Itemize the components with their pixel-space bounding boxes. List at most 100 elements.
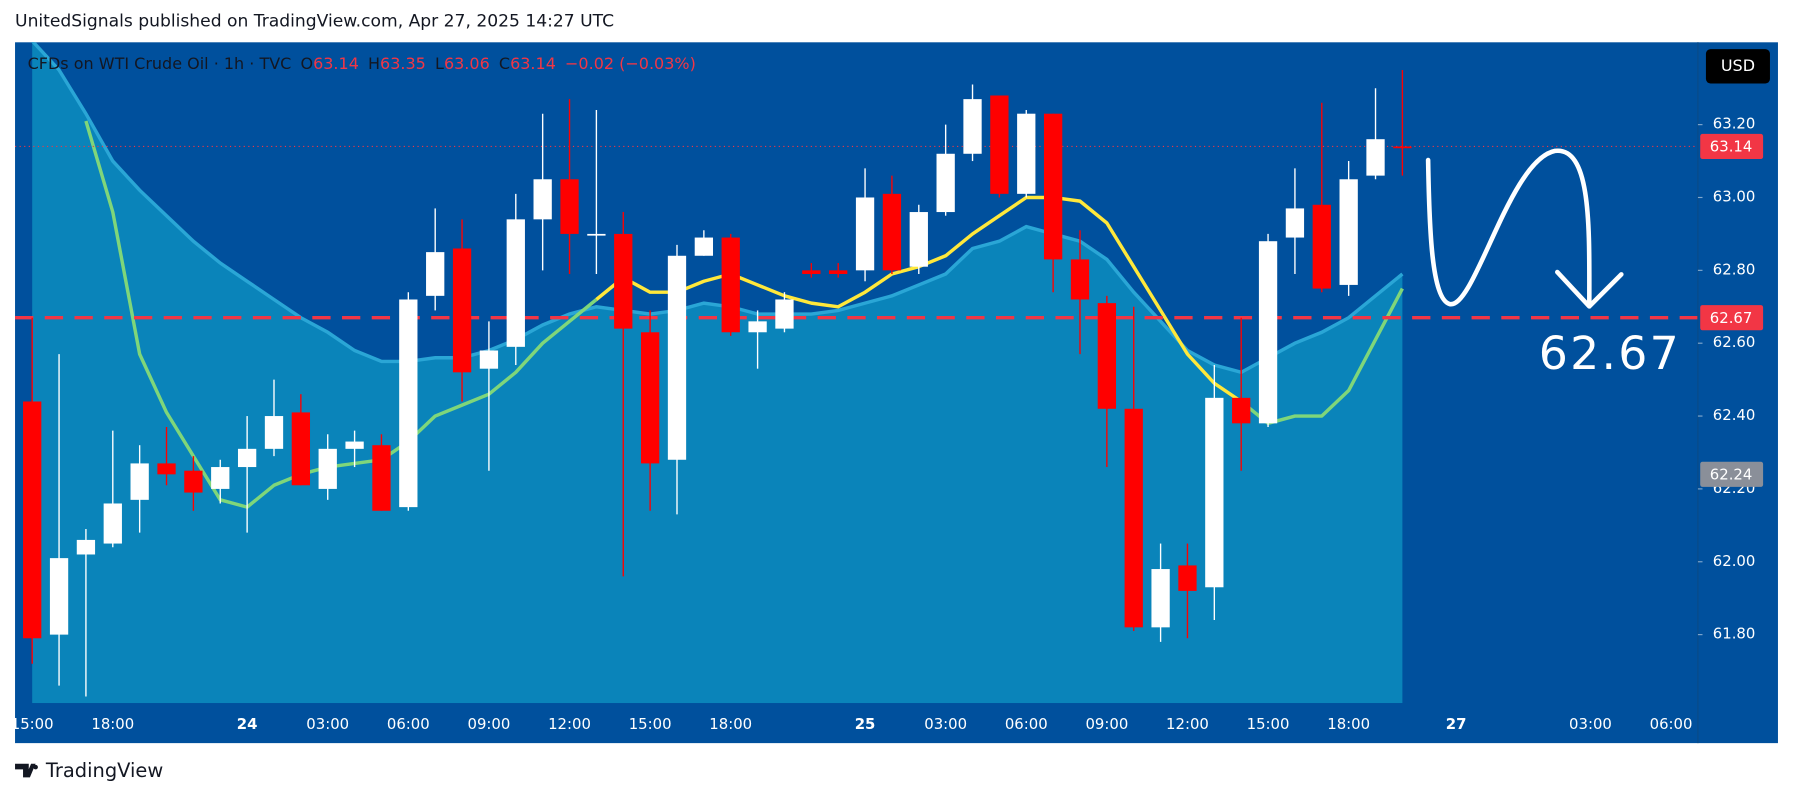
target-annotation: 62.67 (1539, 327, 1681, 380)
brand: TradingView (45, 759, 163, 782)
candle-body (479, 350, 499, 369)
candle-body (1070, 259, 1090, 300)
y-tick-label: 63.00 (1713, 187, 1756, 205)
x-tick-label: 18:00 (709, 715, 752, 733)
legend-item: L (435, 54, 444, 73)
x-tick-label: 03:00 (306, 715, 349, 733)
x-tick-label: 15:00 (629, 715, 672, 733)
x-tick-label: 06:00 (1005, 715, 1048, 733)
publish-header: UnitedSignals published on TradingView.c… (15, 12, 614, 32)
x-tick-label: 06:00 (387, 715, 430, 733)
candle-body (560, 179, 579, 234)
candle-body (1312, 204, 1331, 289)
candle-body (157, 463, 176, 475)
candle-body (775, 299, 794, 329)
candle-body (640, 332, 660, 464)
candle-body (909, 212, 928, 267)
legend-item: −0.02 (−0.03%) (565, 54, 696, 73)
x-tick-label: 03:00 (924, 715, 967, 733)
candle-body (237, 448, 257, 468)
candle-body (23, 401, 42, 639)
candle-body (1151, 569, 1170, 628)
candle-body (291, 412, 311, 486)
price-label: 62.67 (1710, 309, 1753, 327)
candle-body (802, 270, 821, 274)
price-label-box (1700, 305, 1764, 331)
candle-body (372, 445, 391, 511)
y-tick-label: 62.00 (1713, 552, 1756, 570)
symbol-legend: CFDs on WTI Crude Oil · 1h · TVC O63.14 H6… (28, 54, 696, 73)
candle-body (1285, 208, 1305, 238)
x-tick-label: 27 (1446, 715, 1467, 733)
candle-body (1393, 146, 1412, 149)
candle-body (1097, 303, 1117, 409)
legend-item: 63.14 (313, 54, 359, 73)
drawn-arrow (1425, 148, 1624, 309)
candle-body (587, 233, 606, 236)
candle-body (345, 441, 364, 449)
x-tick-label: 15:00 (1247, 715, 1290, 733)
candle-body (1258, 241, 1278, 424)
area-line (31, 42, 1404, 375)
candle-body (963, 99, 982, 154)
legend-item: 63.06 (444, 54, 490, 73)
price-label-box (1700, 133, 1764, 160)
legend-item: C (499, 54, 510, 73)
brand-logo (15, 763, 38, 778)
candle-body (748, 321, 767, 333)
axes: 61.8062.0062.2062.4062.6062.8063.0063.20… (11, 42, 1764, 744)
candle-body (829, 270, 848, 274)
currency-box (1705, 49, 1770, 84)
x-tick-label: 12:00 (1166, 715, 1209, 733)
candle-body (184, 470, 203, 493)
candle-body (667, 255, 687, 460)
x-tick-label: 18:00 (1327, 715, 1370, 733)
legend-item: H (368, 54, 380, 73)
candle-body (452, 248, 472, 373)
candle-body (614, 233, 633, 329)
candle-body (990, 95, 1009, 194)
price-label-box (1700, 461, 1764, 487)
candle-body (1124, 408, 1143, 628)
price-label: 62.24 (1710, 465, 1753, 483)
x-tick-label: 12:00 (548, 715, 591, 733)
y-tick-label: 63.20 (1713, 115, 1756, 133)
legend-item: O (300, 54, 313, 73)
candle-body (399, 299, 418, 508)
y-tick-label: 61.80 (1713, 625, 1756, 643)
candle-body (1232, 397, 1251, 424)
candle-body (76, 539, 96, 555)
x-tick-label: 24 (237, 715, 258, 733)
price-label: 63.14 (1710, 138, 1753, 156)
x-tick-label: 06:00 (1650, 715, 1693, 733)
candle-body (1043, 113, 1063, 260)
legend-item: 63.35 (380, 54, 426, 73)
x-tick-label: 09:00 (468, 715, 511, 733)
candle-body (49, 558, 69, 635)
candle-body (1339, 179, 1358, 285)
x-tick-label: 18:00 (91, 715, 134, 733)
x-tick-label: 25 (855, 715, 876, 733)
candle-body (103, 503, 122, 544)
candle-body (855, 197, 875, 271)
x-tick-label: 15:00 (11, 715, 54, 733)
candle-body (1366, 139, 1385, 176)
candle-body (882, 193, 902, 271)
candle-body (506, 219, 525, 347)
y-tick-label: 62.60 (1713, 333, 1756, 351)
candle-body (1017, 113, 1036, 194)
plot-area (15, 42, 1698, 704)
candle-body (533, 179, 552, 220)
x-tick-label: 03:00 (1569, 715, 1612, 733)
candle-body (721, 237, 740, 333)
candle-body (1178, 565, 1197, 591)
candle-body (936, 153, 955, 213)
x-tick-label: 09:00 (1085, 715, 1128, 733)
currency: USD (1721, 56, 1755, 75)
candle-body (694, 237, 714, 256)
candle-body (130, 463, 149, 500)
candle-body (426, 252, 445, 296)
candle-body (211, 467, 230, 489)
